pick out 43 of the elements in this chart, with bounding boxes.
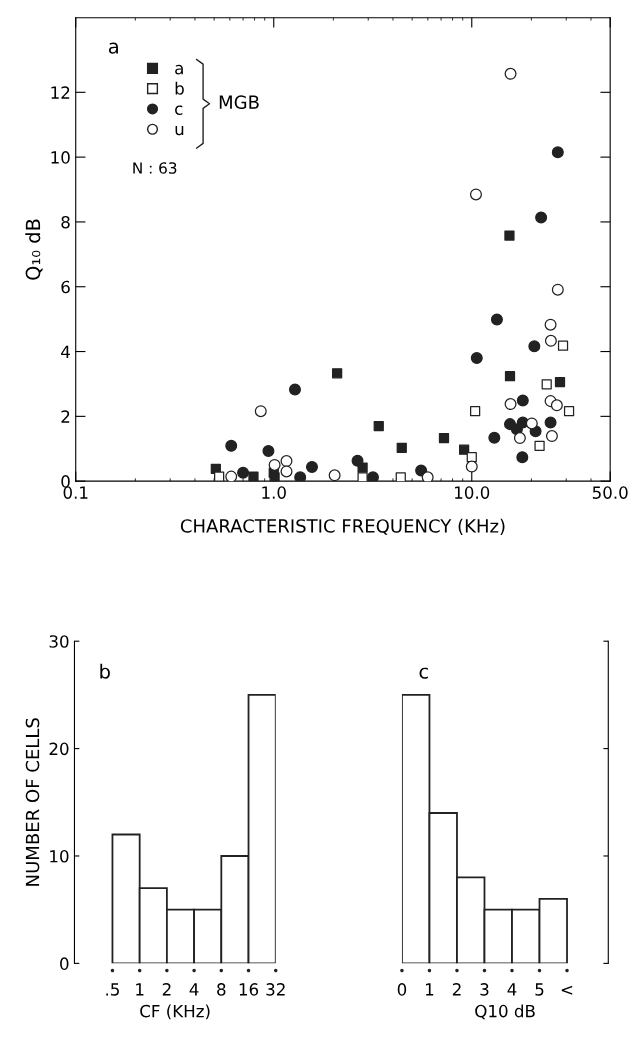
y-axis-title: NUMBER OF CELLS (25, 718, 40, 886)
y-tick-label: 8 (61, 215, 70, 229)
y-axis-title: Q₁₀ dB (25, 219, 43, 280)
x-tick-label: < (561, 985, 573, 995)
x-tick-label: 1 (136, 983, 144, 996)
text: c (419, 667, 428, 679)
legend-label: c (175, 105, 183, 116)
x-tick-label: 16 (239, 983, 259, 996)
y-tick-label: 12 (51, 86, 70, 99)
x-tick-label: 2 (452, 983, 461, 996)
x-tick-label: 0.1 (63, 486, 88, 499)
text: a (108, 42, 118, 54)
y-tick-label: 10 (50, 849, 69, 863)
x-tick-label: 4 (189, 983, 199, 996)
y-tick-label: 6 (61, 280, 70, 294)
x-tick-label: 4 (507, 983, 517, 996)
x-tick-label: 5 (535, 983, 544, 996)
x-axis-title: CHARACTERISTIC FREQUENCY (KHz) (180, 518, 505, 535)
annotation: MGB (219, 95, 259, 110)
x-tick-label: 50.0 (592, 486, 628, 499)
x-tick-label: .5 (106, 983, 119, 996)
y-tick-label: 0 (60, 957, 69, 970)
x-axis-title: Q10 dB (475, 1004, 535, 1020)
y-tick-label: 20 (49, 742, 69, 756)
x-tick-label: 32 (266, 983, 285, 996)
x-tick-label: 1 (425, 983, 434, 996)
x-tick-label: 10.0 (455, 486, 490, 499)
legend-label: u (175, 125, 184, 136)
legend-label: b (175, 81, 184, 95)
x-axis-title: CF (KHz) (140, 1004, 210, 1020)
x-tick-label: 8 (217, 983, 226, 996)
y-tick-label: 0 (61, 475, 70, 488)
y-tick-label: 10 (51, 151, 70, 164)
x-tick-label: 0 (397, 983, 407, 996)
x-tick-label: 2 (162, 983, 171, 996)
y-tick-label: 4 (61, 345, 70, 358)
annotation: N : 63 (133, 162, 177, 174)
y-tick-label: 30 (49, 635, 69, 648)
y-tick-label: 2 (61, 410, 70, 423)
legend-label: a (175, 64, 183, 75)
x-tick-label: 1.0 (262, 486, 286, 499)
text: b (100, 663, 110, 679)
x-tick-label: 3 (480, 983, 489, 996)
